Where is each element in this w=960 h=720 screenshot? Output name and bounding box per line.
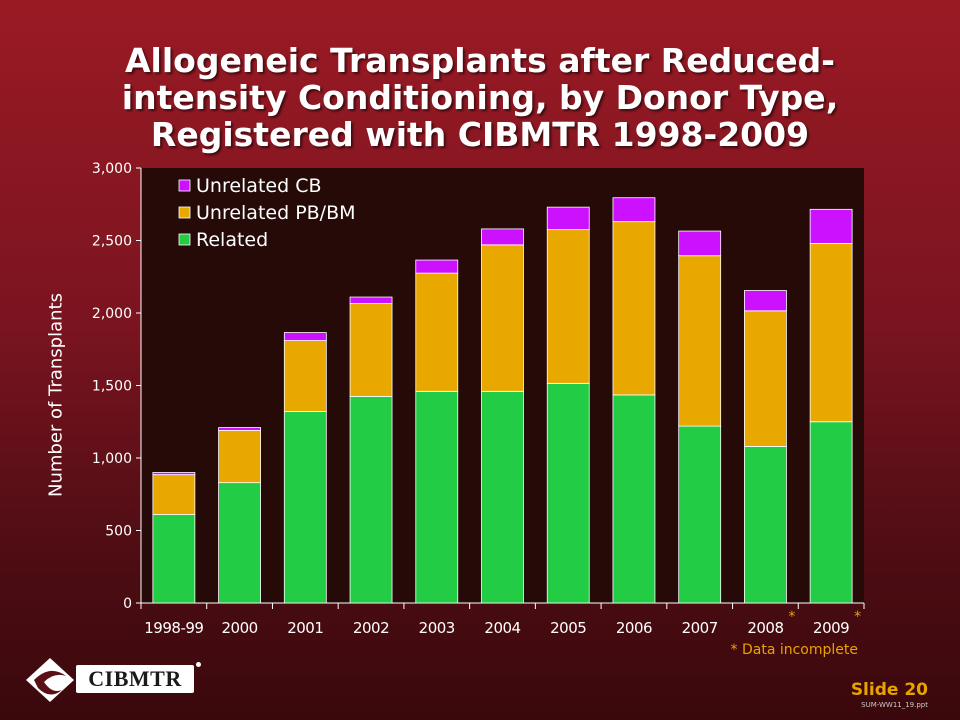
bar-related-2004 — [481, 390, 524, 604]
bar-related-2005 — [546, 382, 590, 604]
x-tick-label: 2005 — [550, 619, 586, 637]
bar-unrelated-cb-2004 — [481, 228, 524, 246]
bar-related-2007 — [678, 425, 722, 604]
slide-number: Slide 20 — [850, 680, 928, 700]
bar-unrelated-pb-bm-2004 — [481, 244, 524, 392]
bar-unrelated-pb-bm-2009 — [809, 242, 853, 423]
registered-mark — [196, 662, 201, 667]
y-tick-label: 1,500 — [92, 379, 132, 395]
x-tick-label: 2007 — [682, 619, 718, 637]
bar-unrelated-pb-bm-2003 — [415, 272, 459, 392]
x-tick-label: 2004 — [484, 619, 520, 637]
y-tick-label: 2,000 — [92, 306, 132, 322]
x-tick-label: 1998-99 — [144, 619, 203, 637]
bar-related-2006 — [612, 394, 656, 604]
cibmtr-logo: CIBMTR — [24, 656, 201, 704]
data-incomplete-note: * Data incomplete — [730, 642, 858, 658]
legend-swatch-related — [178, 233, 191, 246]
legend-swatch-unrelated-cb — [178, 179, 191, 192]
bar-related-2001 — [283, 411, 327, 604]
bar-related-2002 — [349, 395, 393, 604]
bar-unrelated-cb-2002 — [349, 296, 393, 304]
bar-unrelated-cb-2008 — [744, 290, 787, 312]
bar-unrelated-pb-bm-2001 — [283, 340, 327, 412]
bar-related-2008 — [744, 445, 787, 604]
bar-related-2000 — [218, 482, 261, 604]
y-tick-label: 1,000 — [92, 451, 132, 467]
bar-unrelated-cb-2009 — [809, 208, 853, 244]
incomplete-marker: * — [788, 609, 795, 625]
x-tick-label: 2008 — [747, 619, 783, 637]
x-tick-label: 2002 — [353, 619, 389, 637]
x-tick-label: 2003 — [419, 619, 455, 637]
y-tick-label: 3,000 — [92, 161, 132, 177]
legend-label: Related — [196, 229, 268, 251]
legend-swatch-unrelated-pb-bm — [178, 206, 191, 219]
legend-label: Unrelated PB/BM — [196, 202, 356, 224]
bar-related-2009 — [809, 421, 853, 604]
x-tick-label: 2009 — [813, 619, 849, 637]
bar-unrelated-cb-2003 — [415, 259, 459, 274]
x-tick-label: 2001 — [287, 619, 323, 637]
bar-unrelated-pb-bm-2006 — [612, 221, 656, 396]
file-reference: SUM-WW11_19.ppt — [861, 701, 928, 709]
bar-unrelated-cb-2007 — [678, 230, 722, 257]
bar-unrelated-cb-2006 — [612, 197, 656, 223]
bar-unrelated-pb-bm-2002 — [349, 303, 393, 397]
logo-emblem-icon — [26, 658, 74, 702]
bar-unrelated-pb-bm-2005 — [546, 229, 590, 384]
slide-title: Allogeneic Transplants after Reduced-int… — [121, 41, 839, 154]
bar-unrelated-pb-bm-2000 — [218, 430, 261, 484]
y-tick-label: 2,500 — [92, 234, 132, 250]
bar-unrelated-cb-2000 — [218, 427, 261, 431]
bar-unrelated-cb-2001 — [283, 332, 327, 341]
bar-unrelated-pb-bm-2007 — [678, 255, 722, 427]
incomplete-marker: * — [854, 609, 861, 625]
bar-unrelated-pb-bm-2008 — [744, 310, 787, 447]
x-tick-label: 2000 — [221, 619, 257, 637]
x-tick-label: 2006 — [616, 619, 652, 637]
legend-label: Unrelated CB — [196, 175, 322, 197]
bar-unrelated-pb-bm-1998-99 — [152, 474, 196, 515]
y-tick-label: 0 — [123, 596, 132, 612]
logo-wordmark: CIBMTR — [76, 665, 194, 693]
y-tick-label: 500 — [105, 524, 132, 540]
bar-unrelated-cb-2005 — [546, 206, 590, 231]
bar-related-2003 — [415, 390, 459, 604]
bar-unrelated-cb-1998-99 — [152, 472, 196, 476]
bar-related-1998-99 — [152, 514, 196, 604]
